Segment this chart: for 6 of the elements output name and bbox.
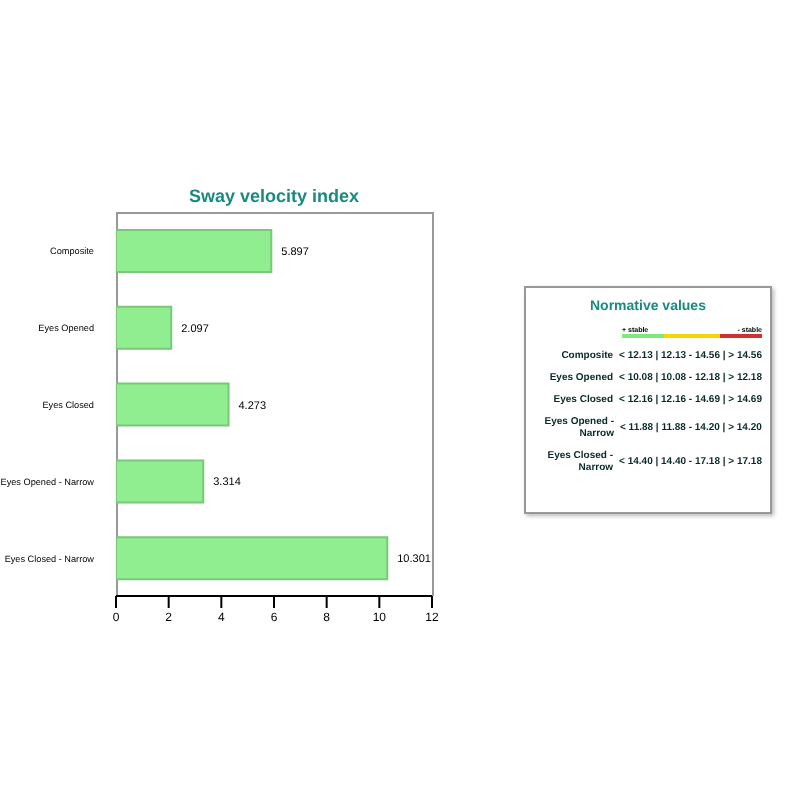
bar [116,536,389,581]
bar [116,459,205,504]
bar [116,229,273,273]
bar [116,382,230,427]
chart-title: Sway velocity index [186,184,362,208]
bar [116,305,173,350]
